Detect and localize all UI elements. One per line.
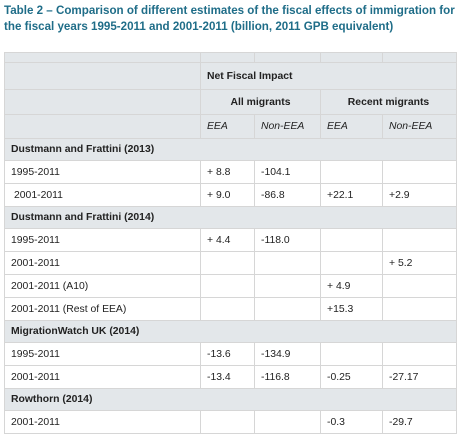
header-blank	[4, 62, 201, 90]
header-blank	[4, 114, 201, 139]
value-cell	[382, 342, 457, 366]
value-cell	[200, 410, 255, 434]
value-cell: -86.8	[254, 183, 321, 207]
value-cell: -134.9	[254, 342, 321, 366]
table-row: 2001-2011 + 9.0 -86.8 +22.1 +2.9	[4, 183, 457, 207]
value-cell	[254, 274, 321, 298]
value-cell	[382, 297, 457, 321]
value-cell	[320, 228, 383, 252]
section-row: MigrationWatch UK (2014)	[4, 320, 457, 343]
row-label: 1995-2011	[4, 342, 201, 366]
header-col-eea: EEA	[320, 114, 383, 139]
section-row: Dustmann and Frattini (2014)	[4, 206, 457, 229]
row-label: 1995-2011	[4, 228, 201, 252]
section-title: Rowthorn (2014)	[4, 388, 457, 411]
value-cell	[254, 410, 321, 434]
value-cell: + 4.9	[320, 274, 383, 298]
value-cell: +22.1	[320, 183, 383, 207]
value-cell	[382, 228, 457, 252]
value-cell: + 5.2	[382, 251, 457, 275]
header-recent-migrants: Recent migrants	[320, 89, 457, 115]
row-label: 2001-2011 (A10)	[4, 274, 201, 298]
table-top-band	[4, 52, 457, 63]
fiscal-impact-table: Net Fiscal Impact All migrants Recent mi…	[4, 52, 457, 434]
header-row-group: Net Fiscal Impact	[4, 62, 457, 90]
row-label: 2001-2011	[4, 251, 201, 275]
value-cell	[200, 251, 255, 275]
value-cell: -0.3	[320, 410, 383, 434]
header-row-columns: EEA Non-EEA EEA Non-EEA	[4, 114, 457, 139]
value-cell	[254, 251, 321, 275]
value-cell	[320, 251, 383, 275]
section-row: Rowthorn (2014)	[4, 388, 457, 411]
value-cell: -27.17	[382, 365, 457, 389]
row-label: 2001-2011	[4, 183, 201, 207]
table-row: 2001-2011 -0.3 -29.7	[4, 410, 457, 434]
header-row-subgroups: All migrants Recent migrants	[4, 89, 457, 115]
section-title: MigrationWatch UK (2014)	[4, 320, 457, 343]
row-label: 2001-2011 (Rest of EEA)	[4, 297, 201, 321]
table-caption: Table 2 – Comparison of different estima…	[4, 4, 455, 33]
row-label: 1995-2011	[4, 160, 201, 184]
section-title: Dustmann and Frattini (2014)	[4, 206, 457, 229]
value-cell: -104.1	[254, 160, 321, 184]
table-row: 2001-2011 -13.4 -116.8 -0.25 -27.17	[4, 365, 457, 389]
table-row: 2001-2011 + 5.2	[4, 251, 457, 275]
value-cell	[320, 160, 383, 184]
table-row: 2001-2011 (Rest of EEA) +15.3	[4, 297, 457, 321]
section-row: Dustmann and Frattini (2013)	[4, 138, 457, 161]
header-net-fiscal-impact: Net Fiscal Impact	[200, 62, 457, 90]
table-row: 2001-2011 (A10) + 4.9	[4, 274, 457, 298]
value-cell: + 4.4	[200, 228, 255, 252]
value-cell: -118.0	[254, 228, 321, 252]
value-cell: +15.3	[320, 297, 383, 321]
value-cell: -13.4	[200, 365, 255, 389]
row-label: 2001-2011	[4, 365, 201, 389]
value-cell	[200, 274, 255, 298]
section-title: Dustmann and Frattini (2013)	[4, 138, 457, 161]
header-col-eea: EEA	[200, 114, 255, 139]
value-cell	[254, 297, 321, 321]
table-row: 1995-2011 + 8.8 -104.1	[4, 160, 457, 184]
value-cell	[320, 342, 383, 366]
value-cell: +2.9	[382, 183, 457, 207]
value-cell: -0.25	[320, 365, 383, 389]
row-label: 2001-2011	[4, 410, 201, 434]
header-col-non-eea: Non-EEA	[382, 114, 457, 139]
value-cell: + 8.8	[200, 160, 255, 184]
header-all-migrants: All migrants	[200, 89, 321, 115]
value-cell	[200, 297, 255, 321]
header-col-non-eea: Non-EEA	[254, 114, 321, 139]
value-cell	[382, 160, 457, 184]
value-cell	[382, 274, 457, 298]
value-cell: + 9.0	[200, 183, 255, 207]
header-blank	[4, 89, 201, 115]
value-cell: -29.7	[382, 410, 457, 434]
value-cell: -116.8	[254, 365, 321, 389]
table-row: 1995-2011 -13.6 -134.9	[4, 342, 457, 366]
value-cell: -13.6	[200, 342, 255, 366]
table-row: 1995-2011 + 4.4 -118.0	[4, 228, 457, 252]
